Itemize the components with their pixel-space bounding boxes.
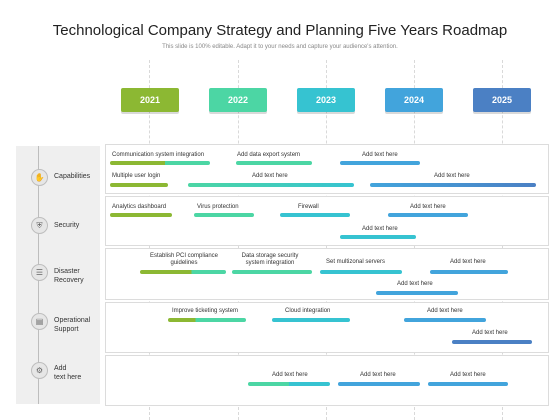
document-icon: ▤ xyxy=(31,313,48,330)
task-label: Add text here xyxy=(362,226,398,232)
task-bar xyxy=(376,291,458,295)
task-label: Virus protection xyxy=(197,204,239,210)
task-bar xyxy=(272,318,350,322)
category-label-operational-support: Operational Support xyxy=(54,317,91,333)
task-label: Add text here xyxy=(397,281,433,287)
row-panel-operational-support xyxy=(105,302,549,353)
task-label: Add text here xyxy=(252,173,288,179)
task-label: Add text here xyxy=(450,259,486,265)
task-label: Set multizonal servers xyxy=(326,259,386,265)
task-label: Establish PCI compliance guidelines xyxy=(149,253,219,266)
task-bar xyxy=(232,270,312,274)
task-bar xyxy=(110,213,172,217)
task-bar xyxy=(168,318,246,322)
task-bar xyxy=(140,270,226,274)
shield-icon: ⛨ xyxy=(31,217,48,234)
task-label: Add text here xyxy=(362,152,398,158)
row-panel-disaster-recovery xyxy=(105,248,549,300)
page-title: Technological Company Strategy and Plann… xyxy=(52,22,508,39)
hand-icon: ✋ xyxy=(31,169,48,186)
year-box-2023: 2023 xyxy=(297,88,355,112)
server-icon: ☰ xyxy=(31,264,48,281)
task-label: Add text here xyxy=(410,204,446,210)
task-label: Add text here xyxy=(427,308,463,314)
task-bar xyxy=(188,183,354,187)
task-bar xyxy=(370,183,536,187)
year-box-2022: 2022 xyxy=(209,88,267,112)
task-bar xyxy=(280,213,350,217)
task-label: Multiple user login xyxy=(112,173,161,179)
task-label: Cloud integration xyxy=(285,308,331,314)
category-label-security: Security xyxy=(54,222,80,229)
task-label: Add text here xyxy=(450,372,486,378)
row-panel-security xyxy=(105,196,549,246)
category-label-disaster-recovery: Disaster Recovery xyxy=(54,268,84,284)
task-bar xyxy=(320,270,402,274)
task-bar xyxy=(340,161,420,165)
page-subtitle: This slide is 100% editable. Adapt it to… xyxy=(162,44,398,50)
task-bar xyxy=(248,382,330,386)
task-label: Firewall xyxy=(298,204,319,210)
task-label: Communication system integration xyxy=(112,152,205,158)
task-bar xyxy=(340,235,416,239)
task-label: Add data export system xyxy=(237,152,301,158)
task-label: Analytics dashboard xyxy=(112,204,167,210)
category-sidebar xyxy=(16,146,100,404)
task-label: Add text here xyxy=(272,372,308,378)
task-bar xyxy=(236,161,312,165)
year-box-2025: 2025 xyxy=(473,88,531,112)
task-bar xyxy=(428,382,508,386)
year-box-2021: 2021 xyxy=(121,88,179,112)
task-label: Add text here xyxy=(434,173,470,179)
task-bar xyxy=(404,318,486,322)
gear-icon: ⚙ xyxy=(31,362,48,379)
task-bar xyxy=(194,213,254,217)
task-bar xyxy=(110,161,210,165)
category-label-capabilities: Capabilities xyxy=(54,173,91,180)
row-panel-add-text xyxy=(105,355,549,406)
task-label: Data storage security system integration xyxy=(241,253,299,266)
category-label-add-text: Add text here xyxy=(54,365,82,381)
task-label: Add text here xyxy=(360,372,396,378)
task-label: Improve ticketing system xyxy=(172,308,239,314)
task-bar xyxy=(452,340,532,344)
task-bar xyxy=(110,183,168,187)
year-box-2024: 2024 xyxy=(385,88,443,112)
task-bar xyxy=(338,382,420,386)
task-bar xyxy=(388,213,468,217)
task-bar xyxy=(430,270,508,274)
task-label: Add text here xyxy=(472,330,508,336)
